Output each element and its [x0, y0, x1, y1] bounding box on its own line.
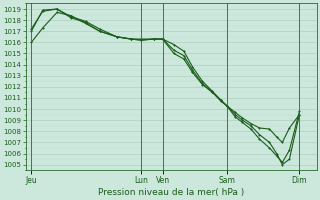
X-axis label: Pression niveau de la mer( hPa ): Pression niveau de la mer( hPa ): [98, 188, 244, 197]
